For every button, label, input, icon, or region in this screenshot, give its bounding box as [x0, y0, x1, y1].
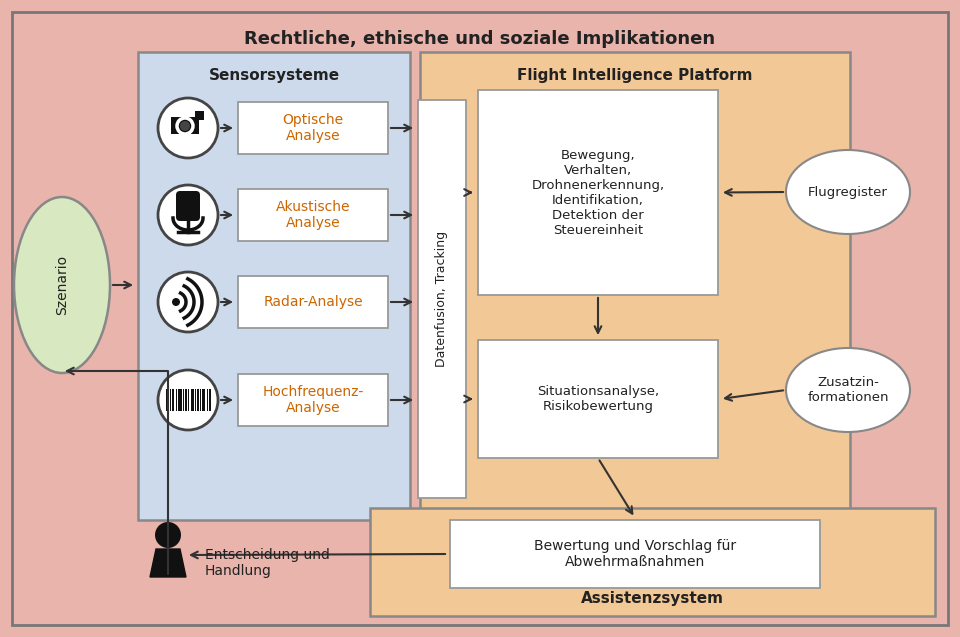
Circle shape: [158, 370, 218, 430]
Bar: [176, 389, 177, 411]
Bar: [171, 117, 199, 134]
Bar: [420, 52, 850, 520]
Circle shape: [158, 185, 218, 245]
Bar: [178, 389, 181, 411]
Text: Hochfrequenz-
Analyse: Hochfrequenz- Analyse: [262, 385, 364, 415]
Text: Zusatzin-
formationen: Zusatzin- formationen: [807, 376, 889, 404]
Text: Datenfusion, Tracking: Datenfusion, Tracking: [436, 231, 448, 367]
Bar: [166, 389, 169, 411]
Bar: [195, 111, 204, 120]
Text: Bewertung und Vorschlag für
Abwehrmaßnahmen: Bewertung und Vorschlag für Abwehrmaßnah…: [534, 539, 736, 569]
Bar: [238, 276, 388, 328]
Circle shape: [177, 118, 193, 134]
Circle shape: [158, 98, 218, 158]
Text: Szenario: Szenario: [55, 255, 69, 315]
Text: Radar-Analyse: Radar-Analyse: [263, 295, 363, 309]
Bar: [173, 389, 175, 411]
Bar: [478, 340, 718, 458]
Bar: [170, 389, 171, 411]
Circle shape: [158, 272, 218, 332]
Bar: [203, 389, 205, 411]
Circle shape: [172, 298, 180, 306]
Circle shape: [155, 522, 181, 548]
Bar: [201, 389, 202, 411]
Text: Flugregister: Flugregister: [808, 185, 888, 199]
Bar: [418, 100, 466, 498]
Bar: [188, 389, 189, 411]
Bar: [450, 520, 820, 588]
Text: Akustische
Analyse: Akustische Analyse: [276, 200, 350, 230]
Text: Optische
Analyse: Optische Analyse: [282, 113, 344, 143]
Bar: [238, 374, 388, 426]
Ellipse shape: [786, 348, 910, 432]
Text: Assistenzsystem: Assistenzsystem: [581, 591, 724, 606]
Bar: [208, 389, 211, 411]
Polygon shape: [150, 549, 186, 577]
Ellipse shape: [786, 150, 910, 234]
Bar: [191, 389, 194, 411]
Text: Rechtliche, ethische und soziale Implikationen: Rechtliche, ethische und soziale Implika…: [245, 30, 715, 48]
Ellipse shape: [14, 197, 110, 373]
Bar: [238, 102, 388, 154]
Text: Bewegung,
Verhalten,
Drohnenerkennung,
Identifikation,
Detektion der
Steuereinhe: Bewegung, Verhalten, Drohnenerkennung, I…: [532, 148, 664, 236]
Text: Entscheidung und
Handlung: Entscheidung und Handlung: [205, 548, 330, 578]
Bar: [238, 189, 388, 241]
Text: Situationsanalyse,
Risikobewertung: Situationsanalyse, Risikobewertung: [537, 385, 660, 413]
Bar: [185, 389, 187, 411]
Text: Flight Intelligence Platform: Flight Intelligence Platform: [517, 68, 753, 83]
Bar: [183, 389, 184, 411]
Circle shape: [180, 121, 190, 131]
Bar: [370, 508, 935, 616]
FancyBboxPatch shape: [176, 191, 200, 221]
Bar: [478, 90, 718, 295]
Bar: [197, 389, 199, 411]
Bar: [206, 389, 207, 411]
Bar: [138, 52, 410, 520]
Text: Sensorsysteme: Sensorsysteme: [208, 68, 340, 83]
Bar: [195, 389, 196, 411]
